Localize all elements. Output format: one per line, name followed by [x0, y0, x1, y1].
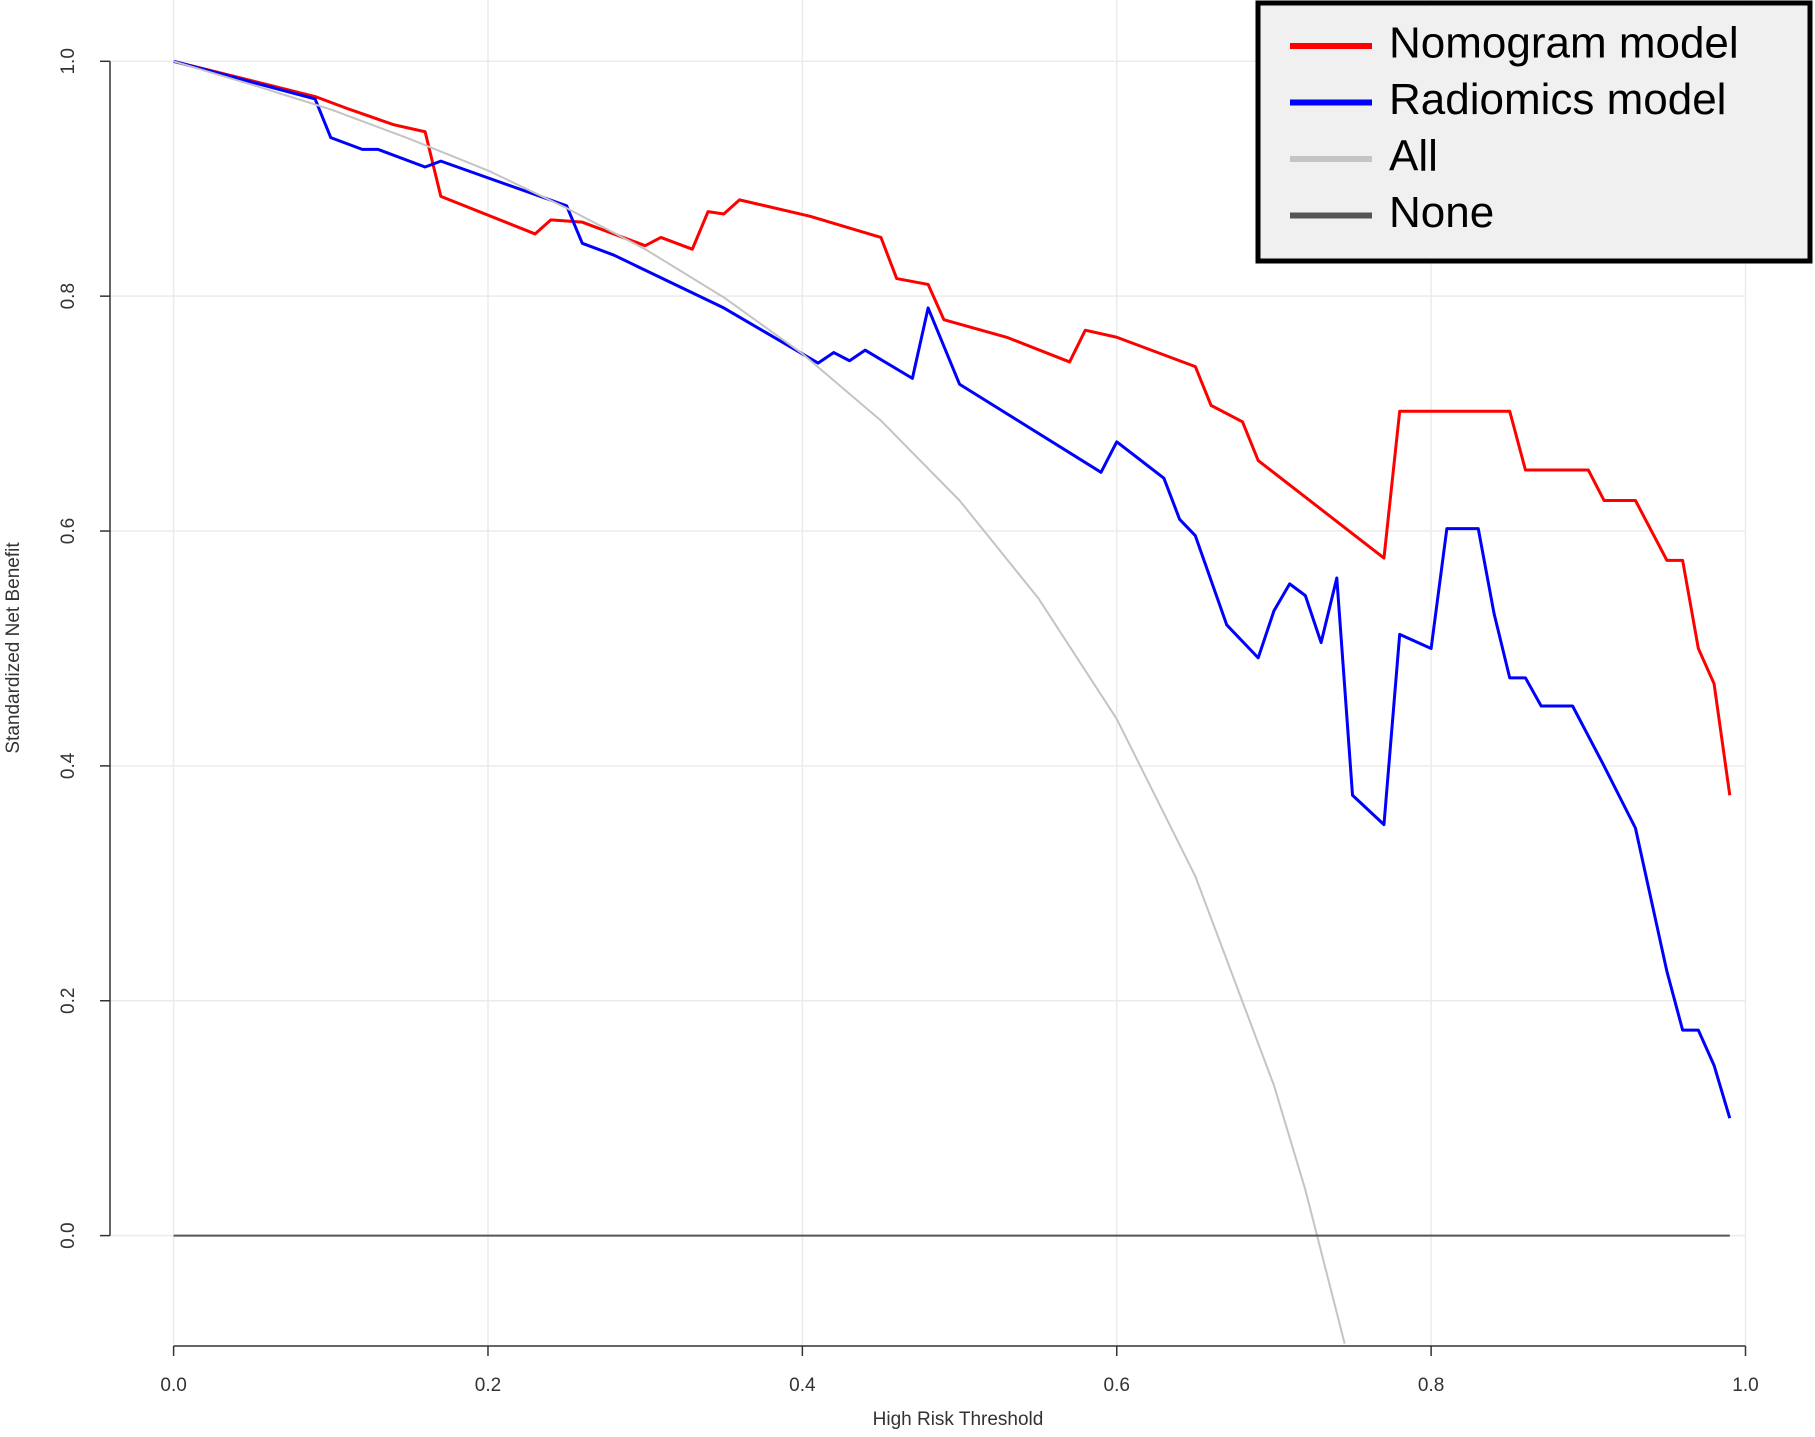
x-tick-label: 0.2: [475, 1375, 501, 1396]
legend-label: Nomogram model: [1389, 19, 1739, 68]
y-tick-label: 0.6: [58, 518, 79, 544]
y-tick-label: 0.2: [58, 988, 79, 1014]
series-line: [173, 59, 1732, 1119]
series-line: [173, 60, 1346, 1344]
x-tick-label: 0.6: [1104, 1375, 1130, 1396]
y-tick-label: 1.0: [58, 48, 79, 74]
y-tick-label: 0.0: [58, 1222, 79, 1248]
legend-label: None: [1389, 188, 1494, 237]
legend-label: All: [1389, 132, 1438, 181]
legend-label: Radiomics model: [1389, 75, 1726, 124]
series-line: [173, 59, 1732, 796]
x-tick-label: 0.4: [789, 1375, 816, 1396]
y-tick-label: 0.8: [58, 283, 79, 309]
y-tick-label: 0.4: [58, 752, 79, 779]
x-tick-label: 1.0: [1732, 1375, 1758, 1396]
x-axis-label: High Risk Threshold: [873, 1409, 1044, 1430]
x-tick-label: 0.0: [160, 1375, 186, 1396]
x-tick-label: 0.8: [1418, 1375, 1444, 1396]
y-axis-label: Standardized Net Benefit: [3, 542, 24, 754]
